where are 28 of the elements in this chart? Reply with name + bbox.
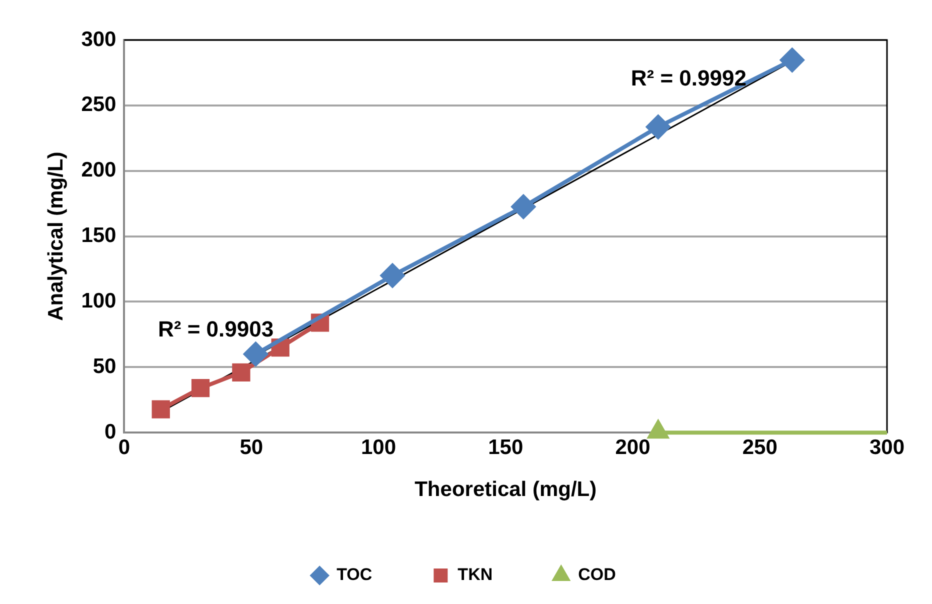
point [511,194,536,219]
y-tick-label: 250 [81,93,116,116]
legend-label: TOC [336,565,372,584]
annotation: R² = 0.9992 [630,65,746,90]
y-tick-label: 300 [81,28,116,51]
x-tick-label: 150 [488,436,524,459]
x-tick-label: 250 [742,436,778,459]
point [191,379,210,398]
y-axis-title: Analytical (mg/L) [44,152,68,321]
x-tick-label: 300 [869,436,905,459]
point [380,264,404,288]
x-axis-title: Theoretical (mg/L) [414,478,597,502]
point [232,363,250,382]
legend-label: TKN [458,565,493,584]
point [244,342,268,366]
point [152,400,170,418]
y-tick-label: 200 [81,158,116,182]
point [780,48,804,72]
x-tick-label: 200 [615,436,650,459]
y-tick-label: 0 [104,420,116,444]
point [646,114,670,139]
x-tick-label: 100 [360,436,396,459]
y-tick-label: 50 [92,354,116,378]
y-tick-label: 100 [81,290,116,313]
legend-label: COD [578,565,616,584]
x-tick-label: 50 [240,436,264,459]
y-tick-label: 150 [81,224,116,248]
annotation: R² = 0.9903 [158,316,274,342]
